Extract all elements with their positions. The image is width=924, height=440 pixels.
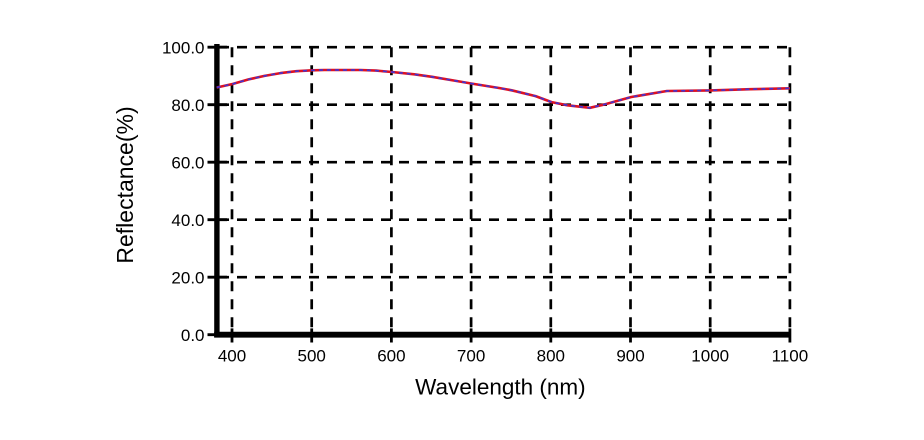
svg-text:40.0: 40.0 [171, 211, 204, 230]
svg-text:800: 800 [537, 347, 565, 366]
svg-text:400: 400 [218, 347, 246, 366]
svg-text:900: 900 [616, 347, 644, 366]
svg-text:Reflectance(%): Reflectance(%) [112, 106, 138, 263]
svg-text:700: 700 [457, 347, 485, 366]
svg-text:20.0: 20.0 [171, 268, 204, 287]
svg-text:1100: 1100 [772, 347, 809, 366]
svg-text:80.0: 80.0 [171, 96, 204, 115]
svg-text:60.0: 60.0 [171, 153, 204, 172]
svg-text:Wavelength (nm): Wavelength (nm) [415, 375, 585, 400]
svg-text:600: 600 [377, 347, 405, 366]
svg-text:100.0: 100.0 [162, 38, 205, 57]
svg-text:500: 500 [298, 347, 326, 366]
svg-text:1000: 1000 [691, 347, 729, 366]
svg-text:0.0: 0.0 [181, 326, 205, 345]
